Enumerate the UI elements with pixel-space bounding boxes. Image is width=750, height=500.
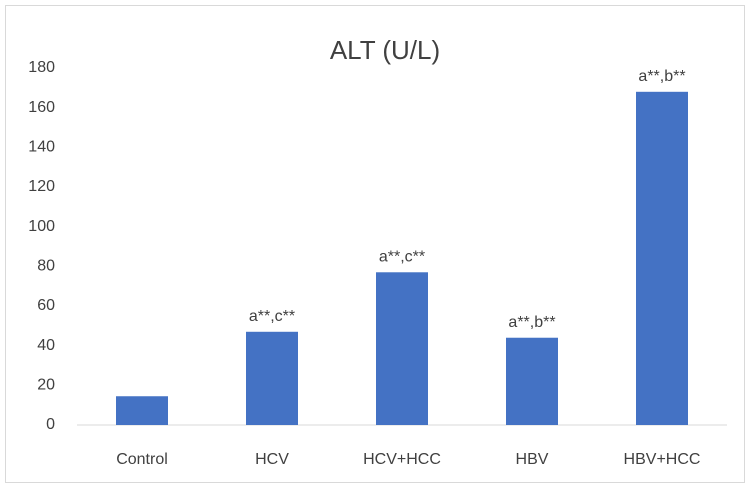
annotation: a**,b** [508,314,555,331]
bar [376,272,428,425]
annotation: a**,c** [249,308,295,325]
bar [636,91,688,426]
y-tick-label: 60 [37,297,55,314]
y-tick-label: 0 [46,416,55,433]
y-tick-label: 120 [28,178,55,195]
bar [246,331,298,425]
x-tick-label: HCV+HCC [363,451,441,468]
bar [506,337,558,425]
y-tick-label: 140 [28,139,55,156]
chart-title: ALT (U/L) [330,35,440,65]
y-tick-label: 20 [37,377,55,394]
y-tick-label: 40 [37,337,55,354]
y-tick-label: 80 [37,258,55,275]
x-tick-label: HBV [516,451,549,468]
x-tick-label: HCV [255,451,289,468]
annotation: a**,c** [379,249,425,266]
y-tick-label: 160 [28,99,55,116]
annotation: a**,b** [638,68,685,85]
bar [116,396,168,425]
y-tick-label: 180 [28,59,55,76]
y-tick-label: 100 [28,218,55,235]
x-tick-label: Control [116,451,168,468]
x-tick-label: HBV+HCC [624,451,701,468]
